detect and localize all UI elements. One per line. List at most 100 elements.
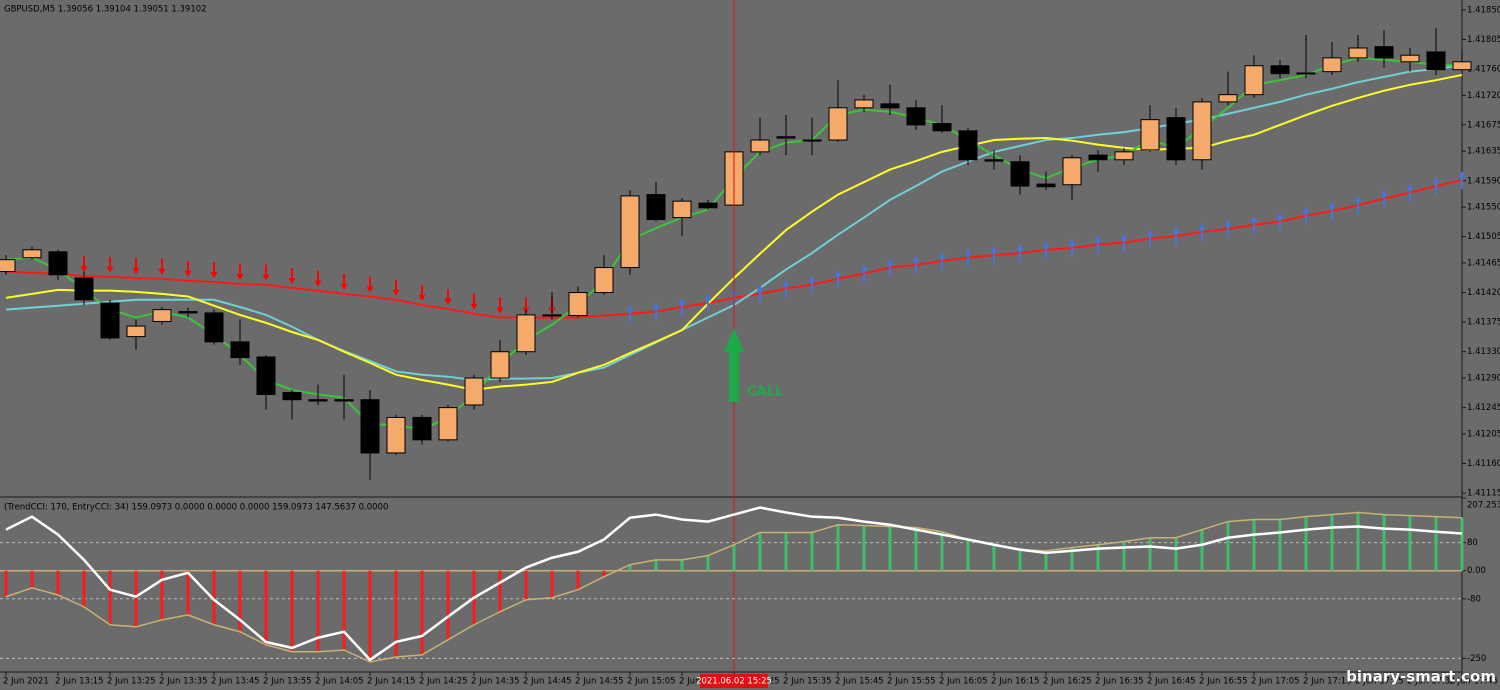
cci-bar — [1200, 529, 1204, 571]
signal-arrow — [392, 279, 400, 296]
candle-body — [1166, 117, 1186, 161]
cci-bar — [1278, 519, 1282, 571]
signal-arrow — [1198, 223, 1206, 242]
cci-bar — [1044, 550, 1048, 571]
cci-bar — [602, 570, 606, 577]
x-tick-label: 2 Jun 17:35 — [1407, 677, 1456, 687]
x-tick-label: 2 Jun 13:45 — [211, 677, 260, 687]
y-tick-label: 1.41805 — [1467, 35, 1500, 45]
cci-bar — [966, 539, 970, 571]
x-tick-label: 2 Jun 13:15 — [55, 677, 104, 687]
cci-bar — [992, 544, 996, 571]
cci-bar — [862, 525, 866, 571]
x-tick-label: 2 Jun 14:25 — [419, 677, 468, 687]
candle-body — [48, 251, 68, 276]
candle-body — [854, 99, 874, 109]
signal-arrow — [418, 285, 426, 302]
cci-bar — [446, 570, 450, 640]
cci-bar — [1174, 537, 1178, 571]
cci-bar — [550, 570, 554, 598]
signal-arrow — [210, 262, 218, 279]
candle-body — [334, 399, 354, 402]
cci-bar — [758, 532, 762, 571]
candle-body — [828, 107, 848, 141]
candle-body — [386, 416, 406, 454]
x-tick-label: 2 Jun 17:45 — [1449, 677, 1498, 687]
candle-body — [1088, 154, 1108, 161]
candle-body — [0, 259, 16, 273]
candle-body — [1322, 57, 1342, 73]
candle-body — [100, 302, 120, 339]
cci-bar — [290, 570, 294, 652]
candle-body — [438, 407, 458, 441]
x-tick-label: 2 Jun 15:35 — [783, 677, 832, 687]
y-tick-label: 1.41375 — [1467, 318, 1500, 328]
x-tick-label: 2 Jun 17:25 — [1355, 677, 1404, 687]
cci-bar — [940, 531, 944, 571]
signal-arrow — [1276, 212, 1284, 231]
cci-bar — [576, 570, 580, 590]
price-title: GBPUSD,M5 1.39056 1.39104 1.39051 1.3910… — [4, 5, 207, 15]
cci-bar — [368, 570, 372, 662]
signal-arrow — [1328, 202, 1336, 221]
candle-body — [1244, 65, 1264, 96]
cci-bar — [810, 532, 814, 571]
candle-body — [1036, 183, 1056, 188]
candle-body — [1218, 94, 1238, 103]
x-tick-label: 2 Jun 14:05 — [315, 677, 364, 687]
cci-bar — [316, 570, 320, 652]
cci-bar — [706, 555, 710, 571]
signal-arrow — [704, 294, 712, 313]
candle-body — [802, 139, 822, 142]
signal-arrow — [1380, 189, 1388, 208]
candle-body — [542, 314, 562, 317]
cci-bar — [524, 570, 528, 600]
signal-arrow — [1432, 177, 1440, 196]
signal-arrow — [340, 273, 348, 290]
candle-body — [620, 195, 640, 269]
y-tick-label: 1.41675 — [1467, 120, 1500, 130]
signal-arrow — [1016, 244, 1024, 263]
candle-body — [1348, 47, 1368, 59]
x-tick-label: 2 Jun 16:35 — [1095, 677, 1144, 687]
watermark: binary-smart.com — [1346, 668, 1496, 686]
candle-body — [1062, 157, 1082, 186]
cci-bar — [1096, 544, 1100, 571]
cci-bar — [1148, 537, 1152, 571]
cci-bar — [1408, 515, 1412, 571]
cci-bar — [1356, 512, 1360, 571]
y-tick-label: 1.41465 — [1467, 258, 1500, 268]
cci-bar — [1382, 514, 1386, 571]
x-tick-label: 2 Jun 13:35 — [159, 677, 208, 687]
y-tick-label: 1.41290 — [1467, 374, 1500, 384]
candle-body — [204, 312, 224, 343]
cci-bar — [1226, 521, 1230, 571]
cci-bar — [212, 570, 216, 625]
y-tick-label: 1.41160 — [1467, 459, 1500, 469]
cci-bar — [30, 570, 34, 588]
signal-arrow — [1172, 227, 1180, 246]
signal-arrow — [756, 284, 764, 303]
signal-arrow — [1224, 219, 1232, 238]
x-tick-label: 2 Jun 13:55 — [263, 677, 312, 687]
x-tick-label: 2 Jun 15:45 — [835, 677, 884, 687]
candle-body — [412, 416, 432, 441]
cci-bar — [680, 559, 684, 571]
y-tick-label: 0.00 — [1467, 566, 1486, 576]
cci-bar — [888, 526, 892, 571]
signal-arrow — [886, 258, 894, 277]
candle-body — [1270, 65, 1290, 75]
cci-bar — [1434, 516, 1438, 571]
cursor-label: 2021.06.02 15:25 — [696, 677, 772, 687]
candle-body — [984, 159, 1004, 162]
candle-body — [1400, 54, 1420, 63]
signal-arrow — [1250, 215, 1258, 234]
signal-arrow — [938, 251, 946, 270]
y-tick-label: 1.41550 — [1467, 203, 1500, 213]
candle-body — [1010, 161, 1030, 187]
candle-body — [906, 107, 926, 126]
cci-bar — [238, 570, 242, 632]
trend-cci-line — [5, 506, 1463, 662]
y-tick-label: 1.41850 — [1467, 5, 1500, 15]
